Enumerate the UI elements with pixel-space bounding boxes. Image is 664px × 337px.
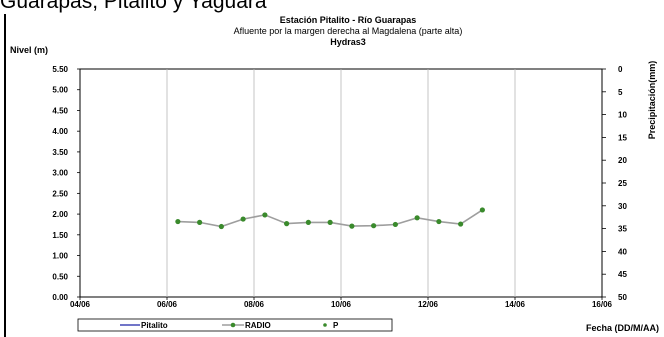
radio-data-point (436, 218, 442, 225)
radio-data-point (175, 218, 181, 225)
y-tick-label: 0.50 (52, 272, 68, 281)
radio-data-point (414, 215, 420, 221)
x-tick-label: 14/06 (505, 300, 526, 309)
series-group (175, 207, 485, 230)
radio-data-point (392, 221, 398, 228)
y2-tick-label: 45 (618, 270, 627, 279)
radio-data-point (218, 223, 224, 230)
radio-data-point (305, 219, 311, 225)
y2-tick-label: 10 (618, 111, 627, 120)
radio-data-point (327, 219, 333, 225)
x-tick-label: 06/06 (157, 300, 178, 309)
radio-data-point (349, 223, 355, 229)
x-axis-label: Fecha (DD/M/AA) (586, 323, 659, 333)
x-tick-label: 10/06 (331, 300, 352, 309)
y-tick-label: 2.50 (52, 189, 68, 198)
y-tick-label: 3.50 (52, 148, 68, 157)
legend-marker-radio (230, 322, 236, 328)
legend-label-radio: RADIO (245, 321, 271, 330)
x-tick-label: 16/06 (592, 300, 613, 309)
chart-title: Estación Pitalito - Río Guarapas (280, 15, 417, 25)
y-tick-label: 5.00 (52, 86, 68, 95)
y2-tick-label: 0 (618, 65, 623, 74)
y-tick-label: 4.50 (52, 106, 68, 115)
radio-data-point (240, 216, 246, 222)
y-tick-label: 4.00 (52, 127, 68, 136)
radio-data-point (197, 219, 203, 225)
y-tick-label: 3.00 (52, 169, 68, 178)
x-tick-label: 04/06 (70, 300, 91, 309)
radio-data-point (371, 223, 377, 229)
y2-tick-label: 50 (618, 293, 627, 302)
legend-label-p: P (333, 321, 339, 330)
legend: Pitalito RADIO P (77, 318, 393, 332)
radio-data-point (262, 212, 268, 218)
y2-tick-label: 40 (618, 247, 627, 256)
x-tick-label: 12/06 (418, 300, 439, 309)
legend-label-pitalito: Pitalito (141, 321, 168, 330)
y-tick-label: 1.50 (52, 231, 68, 240)
y2-tick-label: 25 (618, 179, 627, 188)
radio-data-point (284, 221, 290, 227)
y2-tick-label: 30 (618, 202, 627, 211)
page-title-fragment: Guarapas, Pitalito y Yaguará (0, 0, 267, 13)
y-tick-label: 0.00 (52, 293, 68, 302)
panel-border (4, 14, 6, 337)
y-tick-label: 5.50 (52, 65, 68, 74)
y-axis-label: Nivel (m) (10, 45, 48, 55)
legend-marker-p (323, 323, 327, 327)
y-tick-label: 1.00 (52, 252, 68, 261)
chart-subtitle: Afluente por la margen derecha al Magdal… (234, 26, 463, 36)
y2-tick-label: 15 (618, 133, 627, 142)
y2-axis-label: Precipitación(mm) (647, 61, 657, 140)
axes-group: 04/06 06/06 08/06 10/06 12/06 14/06 16/06 0.00 0… (52, 65, 627, 309)
x-tick-label: 08/06 (244, 300, 265, 309)
y2-tick-label: 35 (618, 225, 627, 234)
y2-tick-label: 20 (618, 156, 627, 165)
radio-data-point (479, 207, 485, 213)
chart-source: Hydras3 (330, 37, 366, 47)
radio-data-point (458, 221, 464, 227)
y-tick-label: 2.00 (52, 210, 68, 219)
y2-tick-label: 5 (618, 88, 623, 97)
